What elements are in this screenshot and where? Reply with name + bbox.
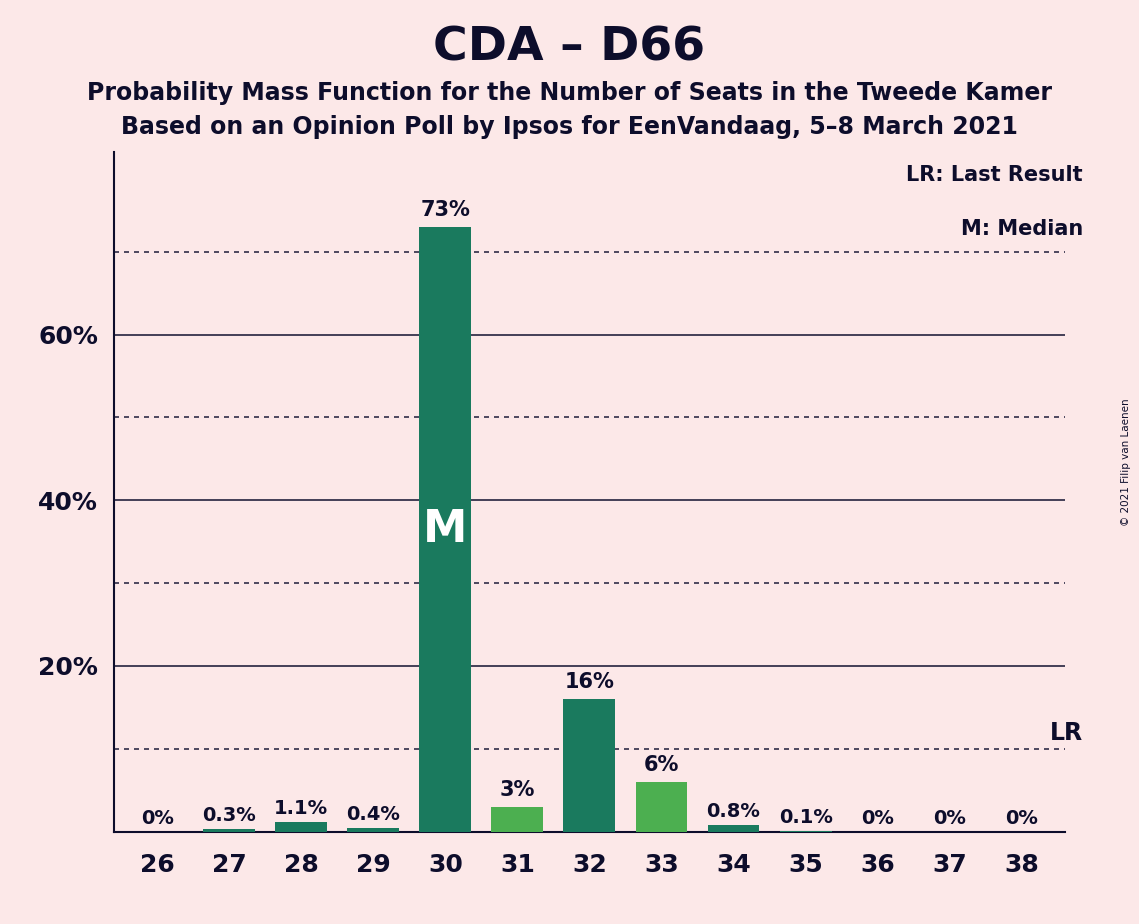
Text: Probability Mass Function for the Number of Seats in the Tweede Kamer: Probability Mass Function for the Number…: [87, 81, 1052, 105]
Text: LR: LR: [1050, 722, 1083, 746]
Bar: [347, 828, 400, 832]
Text: 1.1%: 1.1%: [274, 799, 328, 819]
Text: 0%: 0%: [141, 809, 173, 828]
Text: © 2021 Filip van Laenen: © 2021 Filip van Laenen: [1121, 398, 1131, 526]
Text: 0.4%: 0.4%: [346, 805, 400, 824]
Text: CDA – D66: CDA – D66: [434, 26, 705, 71]
Bar: [419, 227, 472, 832]
Text: M: Median: M: Median: [960, 219, 1083, 238]
Text: 0.3%: 0.3%: [203, 806, 256, 825]
Bar: [203, 829, 255, 832]
Text: 16%: 16%: [565, 673, 614, 692]
Text: 0.1%: 0.1%: [779, 808, 833, 827]
Text: Based on an Opinion Poll by Ipsos for EenVandaag, 5–8 March 2021: Based on an Opinion Poll by Ipsos for Ee…: [121, 115, 1018, 139]
Text: M: M: [424, 508, 467, 551]
Text: 6%: 6%: [644, 755, 679, 775]
Text: 3%: 3%: [500, 780, 535, 800]
Text: 0%: 0%: [861, 809, 894, 828]
Bar: [564, 699, 615, 832]
Text: LR: Last Result: LR: Last Result: [907, 164, 1083, 185]
Text: 0.8%: 0.8%: [706, 802, 761, 821]
Bar: [636, 782, 688, 832]
Bar: [276, 822, 327, 832]
Bar: [491, 807, 543, 832]
Text: 0%: 0%: [1006, 809, 1038, 828]
Text: 0%: 0%: [933, 809, 966, 828]
Text: 73%: 73%: [420, 201, 470, 221]
Bar: [707, 825, 760, 832]
